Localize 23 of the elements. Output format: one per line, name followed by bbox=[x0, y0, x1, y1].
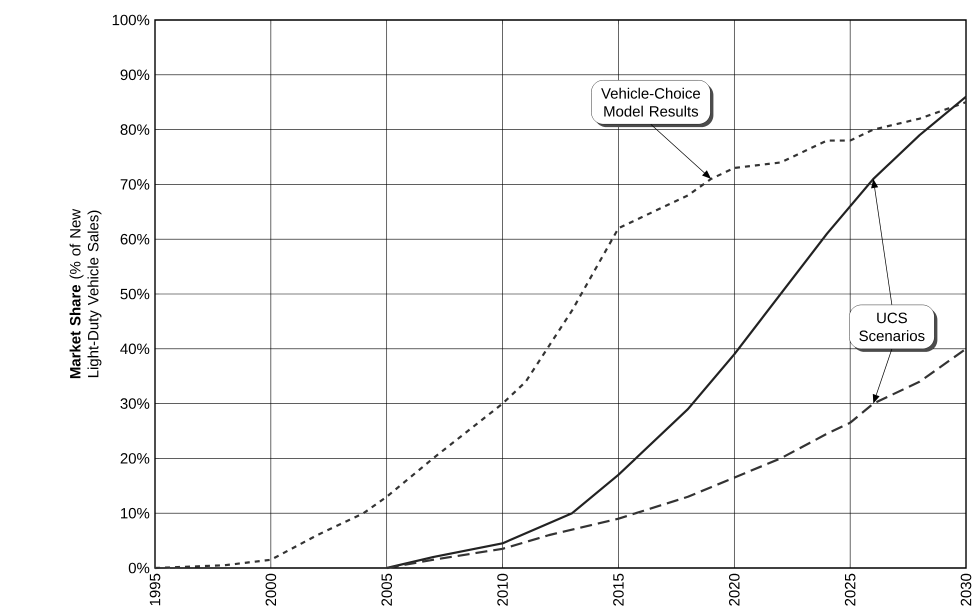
x-tick-label: 2030 bbox=[960, 574, 972, 606]
annotation: UCS Scenarios bbox=[859, 312, 925, 342]
x-tick-label: 2025 bbox=[844, 574, 856, 606]
x-tick-label: 2010 bbox=[497, 574, 508, 606]
y-tick-label: 20% bbox=[120, 453, 150, 464]
x-tick-label: 2005 bbox=[381, 574, 392, 606]
annotation: Vehicle-Choice Model Results bbox=[601, 88, 700, 117]
y-tick-label: 80% bbox=[120, 124, 150, 135]
y-tick-label: 90% bbox=[120, 70, 150, 80]
y-tick-label: 100% bbox=[112, 14, 150, 26]
line-series bbox=[154, 101, 968, 570]
y-tick-label: 10% bbox=[121, 508, 150, 518]
y-tick-label: 50% bbox=[120, 288, 150, 300]
y-tick-label: 30% bbox=[120, 398, 150, 409]
y-tick-label: 40% bbox=[120, 344, 150, 354]
x-tick-label: 2020 bbox=[729, 574, 740, 606]
x-tick-label: 2000 bbox=[266, 574, 276, 606]
x-tick-label: 1995 bbox=[150, 574, 160, 606]
x-tick-label: 2015 bbox=[613, 574, 624, 606]
y-tick-label: 60% bbox=[120, 234, 150, 244]
y-tick-label: 0% bbox=[128, 562, 150, 574]
y-tick-label: 70% bbox=[120, 179, 150, 190]
line-series bbox=[386, 348, 968, 570]
